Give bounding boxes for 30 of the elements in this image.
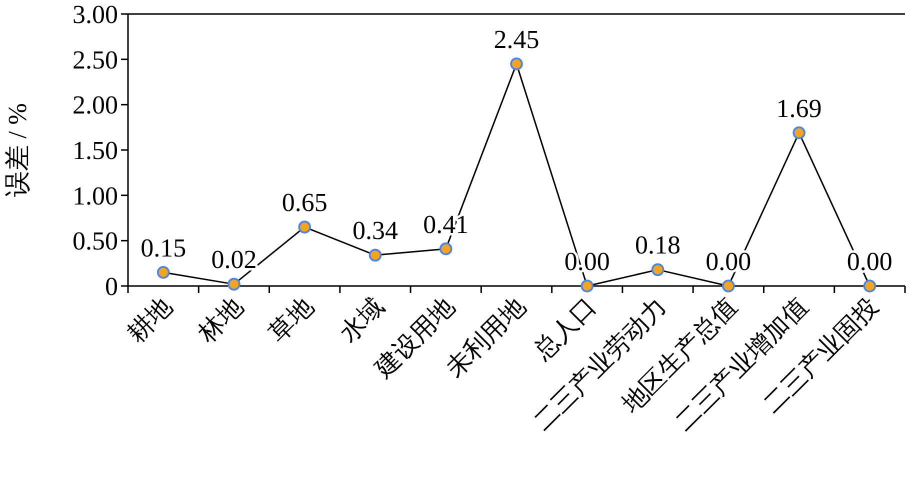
point [228,278,240,291]
y-tick-label: 1.00 [72,181,118,210]
data-label: 1.69 [776,94,822,123]
point [298,220,311,234]
data-label: 0.02 [211,245,257,274]
y-tick-label: 0.50 [72,226,118,256]
point [792,126,806,140]
point [439,242,452,256]
point [651,263,664,276]
point [863,280,876,292]
y-tick-label: 0 [105,272,118,301]
y-tick-label: 3.00 [72,0,118,29]
point [510,57,523,70]
y-tick-label: 2.00 [72,90,118,120]
y-axis-title: 误差 / % [3,103,32,197]
point [156,266,170,279]
x-tick-label: 草地 [264,293,319,348]
data-label: 0.15 [140,233,186,262]
data-label: 0.34 [352,216,398,246]
x-tick-label: 水域 [335,293,390,348]
x-tick-label: 林地 [193,293,248,348]
point [368,248,382,262]
data-label: 0.18 [635,230,681,260]
point [722,280,735,292]
data-label: 2.45 [494,24,540,54]
y-tick-label: 2.50 [72,45,118,74]
y-tick-label: 1.50 [72,136,118,165]
x-tick-label: 耕地 [123,293,178,348]
data-label: 0.65 [282,188,328,218]
point [580,280,594,292]
